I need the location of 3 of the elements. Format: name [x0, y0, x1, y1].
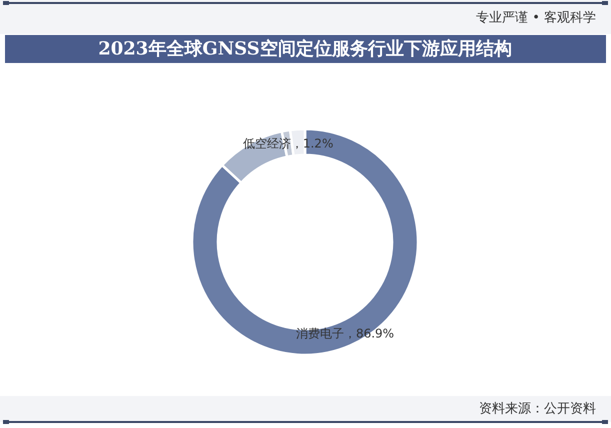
text: 专业严谨 • 客观科学	[476, 10, 596, 26]
chart-title: 2023年全球GNSS空间定位服务行业下游应用结构	[98, 38, 512, 60]
text: 资料来源：公开资料	[479, 402, 596, 416]
